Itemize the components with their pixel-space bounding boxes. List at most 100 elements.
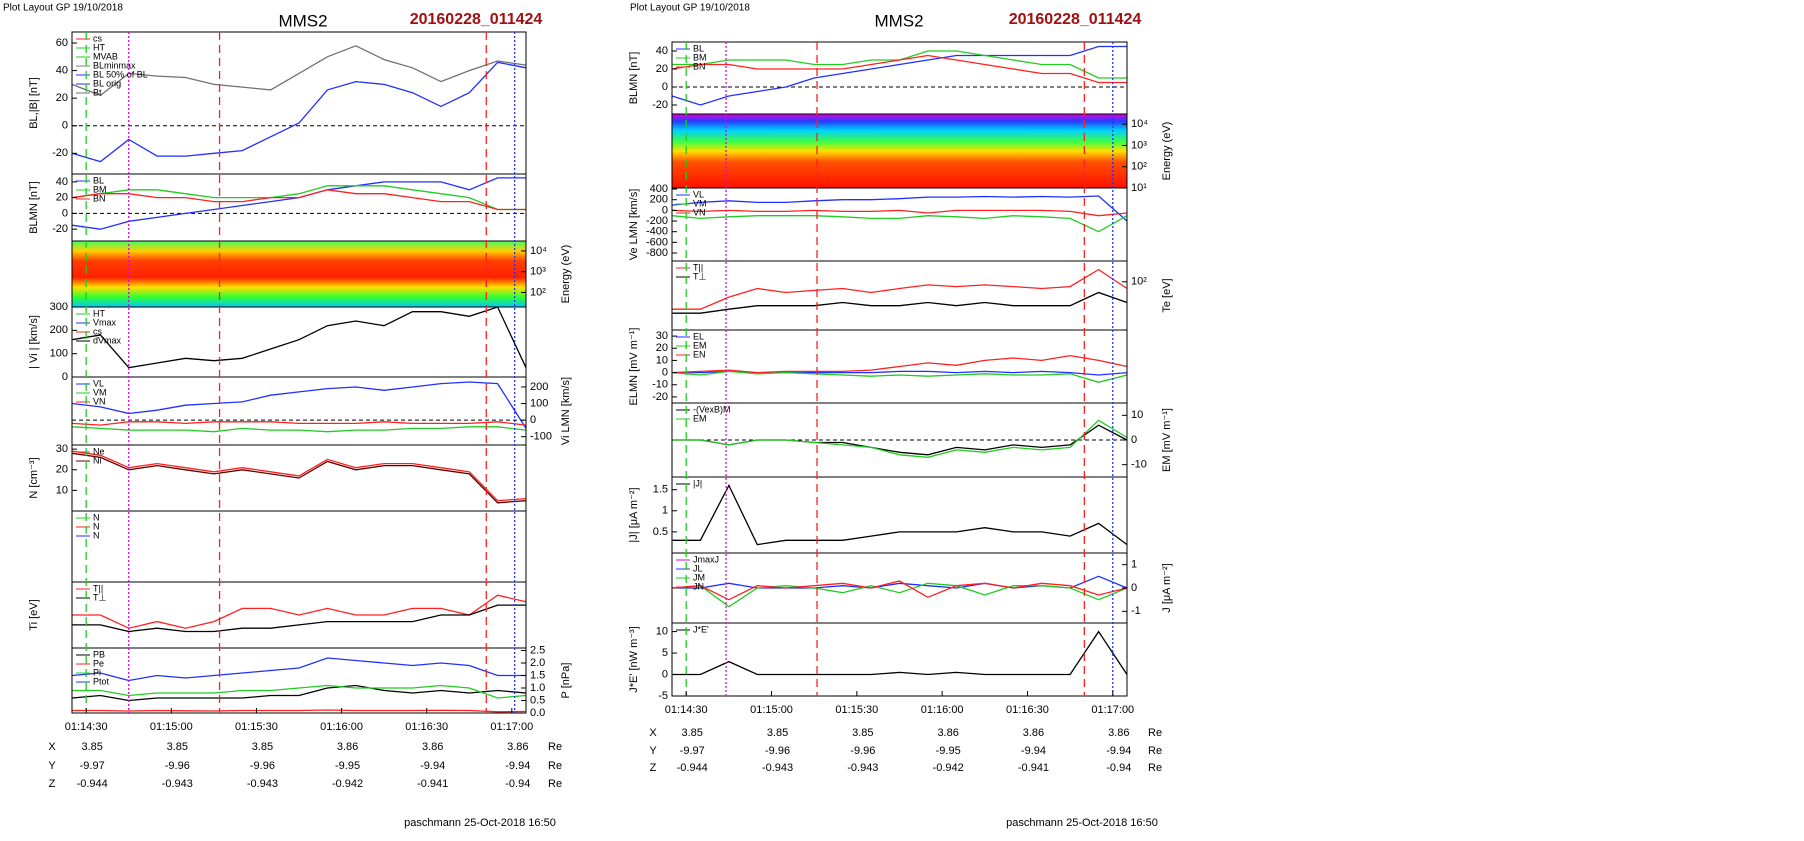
series-line <box>72 684 527 699</box>
x-tick-label: 01:15:00 <box>750 704 793 716</box>
ephemeris-value: -0.942 <box>933 762 964 774</box>
legend-label: HT <box>93 42 105 52</box>
series-line <box>672 291 1128 314</box>
ephemeris-name: X <box>649 727 657 739</box>
ephemeris-value: -0.943 <box>247 778 278 790</box>
legend-label: |J| <box>693 478 702 488</box>
y-tick-label: -200 <box>646 215 668 227</box>
legend-label: Ptot <box>93 676 110 686</box>
ephemeris-value: 3.86 <box>1108 727 1129 739</box>
legend-label: N <box>93 512 100 522</box>
x-tick-label: 01:16:00 <box>320 721 363 733</box>
legend-label: HT <box>93 308 105 318</box>
legend-label: VL <box>693 189 704 199</box>
legend-label: N <box>93 521 100 531</box>
y-axis-label: Ti [eV] <box>28 599 40 630</box>
legend-label: JN <box>693 581 704 591</box>
legend-label: J*E' <box>693 624 709 634</box>
y-tick-label: -100 <box>530 431 552 443</box>
series-line <box>72 604 526 633</box>
x-tick-label: 01:15:30 <box>235 721 278 733</box>
y-tick-label: 0 <box>662 668 668 680</box>
ephemeris-value: -9.96 <box>765 745 790 757</box>
ephemeris-unit: Re <box>548 741 562 753</box>
y-tick-label: 100 <box>530 397 548 409</box>
y-tick-label: 1.5 <box>653 484 668 496</box>
y-tick-label: 300 <box>50 301 68 313</box>
y-axis-label: EM [mV m⁻¹] <box>1161 408 1173 472</box>
y-tick-label: 0.5 <box>653 526 668 538</box>
y-tick-label: 2.5 <box>530 644 545 656</box>
series-line <box>71 684 527 702</box>
y-tick-label: 10 <box>656 354 668 366</box>
ephemeris-value: 3.86 <box>422 741 443 753</box>
series-line <box>71 450 527 502</box>
plot-header: Plot Layout GP 19/10/2018 <box>3 3 123 14</box>
y-axis-label: N [cm⁻³] <box>28 457 40 498</box>
legend-label: T⊥ <box>693 271 706 281</box>
legend-label: BL 50% of BL <box>93 69 148 79</box>
x-tick-label: 01:15:30 <box>835 704 878 716</box>
legend-label: Ni <box>93 455 102 465</box>
ephemeris-value: -0.94 <box>1106 762 1131 774</box>
series-line <box>72 709 527 713</box>
y-axis-label: Ve LMN [km/s] <box>628 189 640 261</box>
legend-label: EM <box>693 413 707 423</box>
plot-footer: paschmann 25-Oct-2018 16:50 <box>404 817 556 829</box>
y-tick-label: 10³ <box>1131 139 1147 151</box>
x-tick-label: 01:14:30 <box>665 704 708 716</box>
y-tick-label: -10 <box>652 379 668 391</box>
y-tick-label: 0 <box>530 414 536 426</box>
ephemeris-value: -9.97 <box>680 745 705 757</box>
ephemeris-value: -0.943 <box>847 762 878 774</box>
series-line <box>71 657 526 682</box>
y-axis-label: Energy (eV) <box>1161 122 1173 181</box>
legend-label: EN <box>693 349 706 359</box>
y-axis-label: Vi LMN [km/s] <box>560 377 572 445</box>
y-tick-label: -20 <box>52 147 68 159</box>
series-line <box>671 582 1128 608</box>
y-tick-label: 20 <box>56 192 68 204</box>
y-tick-label: 0.5 <box>530 694 545 706</box>
y-axis-label: BLMN [nT] <box>28 181 40 234</box>
legend-label: Pi <box>93 667 101 677</box>
legend-label: cs <box>93 326 103 336</box>
legend-label: -(VexB)M <box>693 404 731 414</box>
legend-label: Pe <box>93 658 104 668</box>
series-line <box>672 630 1128 676</box>
y-axis-label: |J| [μA m⁻²] <box>628 487 640 542</box>
y-tick-label: 10⁴ <box>530 245 547 257</box>
ephemeris-value: -9.96 <box>850 745 875 757</box>
y-tick-label: 1.0 <box>530 682 545 694</box>
x-tick-label: 01:16:00 <box>921 704 964 716</box>
y-tick-label: 10 <box>1131 409 1143 421</box>
y-axis-label: Energy (eV) <box>560 245 572 304</box>
legend-label: JM <box>693 572 705 582</box>
series-line <box>72 594 527 629</box>
series-line <box>672 268 1128 310</box>
ephemeris-value: -9.94 <box>505 760 530 772</box>
legend-label: Vmax <box>93 317 117 327</box>
y-tick-label: 10² <box>1131 276 1147 288</box>
plot-footer: paschmann 25-Oct-2018 16:50 <box>1006 817 1158 829</box>
series-line <box>71 177 526 230</box>
series-line <box>71 452 527 504</box>
y-tick-label: 20 <box>56 464 68 476</box>
ephemeris-name: Z <box>49 778 56 790</box>
ephemeris-unit: Re <box>548 760 562 772</box>
y-tick-label: -20 <box>52 223 68 235</box>
y-tick-label: 0 <box>1131 582 1137 594</box>
x-tick-label: 01:17:00 <box>1091 704 1134 716</box>
series-line <box>71 426 527 433</box>
panel-frame <box>671 41 1128 115</box>
panel-frame <box>71 306 527 378</box>
y-tick-label: -1 <box>1131 605 1141 617</box>
plot-header: Plot Layout GP 19/10/2018 <box>630 3 750 14</box>
legend-label: MVAB <box>93 51 118 61</box>
x-tick-label: 01:14:30 <box>65 721 108 733</box>
ephemeris-value: -9.95 <box>335 760 360 772</box>
ephemeris-name: X <box>48 741 56 753</box>
ephemeris-name: Y <box>649 745 657 757</box>
y-tick-label: 1 <box>1131 559 1137 571</box>
